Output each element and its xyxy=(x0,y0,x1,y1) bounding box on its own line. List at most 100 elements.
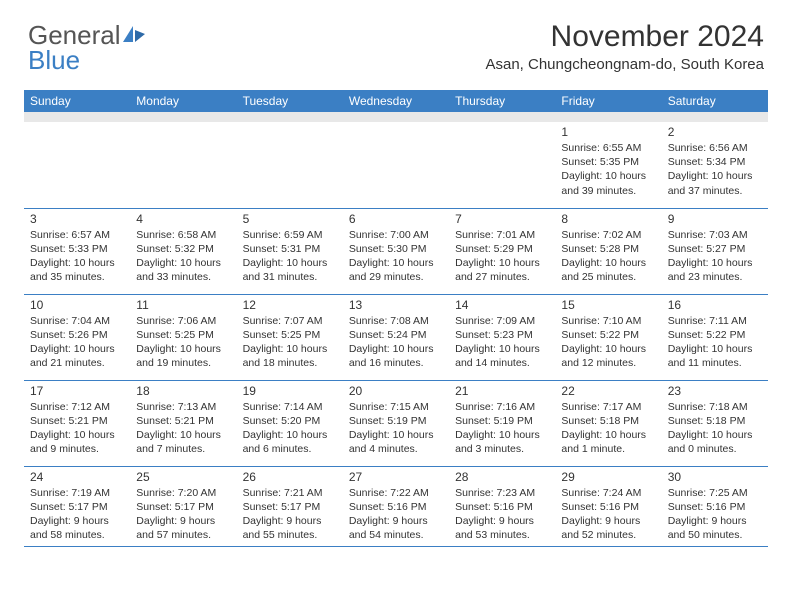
sunset-text: Sunset: 5:29 PM xyxy=(455,242,549,256)
empty-cell xyxy=(24,122,130,208)
sun-info: Sunrise: 7:02 AMSunset: 5:28 PMDaylight:… xyxy=(561,228,655,285)
daylight-text: Daylight: 10 hours and 35 minutes. xyxy=(30,256,124,284)
date-number: 19 xyxy=(243,384,337,398)
sunset-text: Sunset: 5:25 PM xyxy=(243,328,337,342)
sun-info: Sunrise: 7:07 AMSunset: 5:25 PMDaylight:… xyxy=(243,314,337,371)
date-number: 22 xyxy=(561,384,655,398)
calendar-week-row: 1Sunrise: 6:55 AMSunset: 5:35 PMDaylight… xyxy=(24,122,768,208)
sun-info: Sunrise: 7:12 AMSunset: 5:21 PMDaylight:… xyxy=(30,400,124,457)
daylight-text: Daylight: 10 hours and 6 minutes. xyxy=(243,428,337,456)
sun-info: Sunrise: 7:10 AMSunset: 5:22 PMDaylight:… xyxy=(561,314,655,371)
day-cell: 20Sunrise: 7:15 AMSunset: 5:19 PMDayligh… xyxy=(343,380,449,466)
sun-info: Sunrise: 7:13 AMSunset: 5:21 PMDaylight:… xyxy=(136,400,230,457)
sunset-text: Sunset: 5:19 PM xyxy=(455,414,549,428)
daylight-text: Daylight: 10 hours and 18 minutes. xyxy=(243,342,337,370)
sunrise-text: Sunrise: 7:06 AM xyxy=(136,314,230,328)
daylight-text: Daylight: 10 hours and 7 minutes. xyxy=(136,428,230,456)
date-number: 27 xyxy=(349,470,443,484)
sunrise-text: Sunrise: 7:07 AM xyxy=(243,314,337,328)
daylight-text: Daylight: 10 hours and 37 minutes. xyxy=(668,169,762,197)
sunrise-text: Sunrise: 7:14 AM xyxy=(243,400,337,414)
sun-info: Sunrise: 7:22 AMSunset: 5:16 PMDaylight:… xyxy=(349,486,443,543)
day-cell: 26Sunrise: 7:21 AMSunset: 5:17 PMDayligh… xyxy=(237,466,343,547)
day-cell: 8 Sunrise: 7:02 AMSunset: 5:28 PMDaylight… xyxy=(555,208,661,294)
sunset-text: Sunset: 5:32 PM xyxy=(136,242,230,256)
sunrise-text: Sunrise: 7:15 AM xyxy=(349,400,443,414)
daylight-text: Daylight: 9 hours and 57 minutes. xyxy=(136,514,230,542)
daylight-text: Daylight: 9 hours and 50 minutes. xyxy=(668,514,762,542)
sun-info: Sunrise: 7:18 AMSunset: 5:18 PMDaylight:… xyxy=(668,400,762,457)
day-header-row: Sunday Monday Tuesday Wednesday Thursday… xyxy=(24,90,768,112)
day-cell: 2 Sunrise: 6:56 AMSunset: 5:34 PMDaylight… xyxy=(662,122,768,208)
daylight-text: Daylight: 10 hours and 21 minutes. xyxy=(30,342,124,370)
sunrise-text: Sunrise: 7:16 AM xyxy=(455,400,549,414)
date-number: 17 xyxy=(30,384,124,398)
sunset-text: Sunset: 5:19 PM xyxy=(349,414,443,428)
day-cell: 16Sunrise: 7:11 AMSunset: 5:22 PMDayligh… xyxy=(662,294,768,380)
day-cell: 11Sunrise: 7:06 AMSunset: 5:25 PMDayligh… xyxy=(130,294,236,380)
sunset-text: Sunset: 5:35 PM xyxy=(561,155,655,169)
day-cell: 17 Sunrise: 7:12 AMSunset: 5:21 PMDayligh… xyxy=(24,380,130,466)
sunset-text: Sunset: 5:16 PM xyxy=(455,500,549,514)
sunrise-text: Sunrise: 7:10 AM xyxy=(561,314,655,328)
date-number: 10 xyxy=(30,298,124,312)
sunset-text: Sunset: 5:20 PM xyxy=(243,414,337,428)
date-number: 9 xyxy=(668,212,762,226)
sunrise-text: Sunrise: 7:00 AM xyxy=(349,228,443,242)
day-cell: 22Sunrise: 7:17 AMSunset: 5:18 PMDayligh… xyxy=(555,380,661,466)
day-header-tue: Tuesday xyxy=(237,90,343,112)
sunset-text: Sunset: 5:17 PM xyxy=(30,500,124,514)
daylight-text: Daylight: 9 hours and 53 minutes. xyxy=(455,514,549,542)
date-number: 13 xyxy=(349,298,443,312)
sunrise-text: Sunrise: 7:20 AM xyxy=(136,486,230,500)
sun-info: Sunrise: 7:23 AMSunset: 5:16 PMDaylight:… xyxy=(455,486,549,543)
date-number: 29 xyxy=(561,470,655,484)
day-header-fri: Friday xyxy=(555,90,661,112)
daylight-text: Daylight: 10 hours and 33 minutes. xyxy=(136,256,230,284)
date-number: 2 xyxy=(668,125,762,139)
daylight-text: Daylight: 10 hours and 31 minutes. xyxy=(243,256,337,284)
date-number: 4 xyxy=(136,212,230,226)
day-cell: 9 Sunrise: 7:03 AMSunset: 5:27 PMDaylight… xyxy=(662,208,768,294)
calendar-week-row: 10Sunrise: 7:04 AMSunset: 5:26 PMDayligh… xyxy=(24,294,768,380)
sun-info: Sunrise: 7:03 AMSunset: 5:27 PMDaylight:… xyxy=(668,228,762,285)
day-cell: 25Sunrise: 7:20 AMSunset: 5:17 PMDayligh… xyxy=(130,466,236,547)
spacer-row xyxy=(24,112,768,122)
day-cell: 28Sunrise: 7:23 AMSunset: 5:16 PMDayligh… xyxy=(449,466,555,547)
sun-info: Sunrise: 6:56 AMSunset: 5:34 PMDaylight:… xyxy=(668,141,762,198)
sunrise-text: Sunrise: 7:24 AM xyxy=(561,486,655,500)
sun-info: Sunrise: 7:19 AMSunset: 5:17 PMDaylight:… xyxy=(30,486,124,543)
sun-info: Sunrise: 6:57 AMSunset: 5:33 PMDaylight:… xyxy=(30,228,124,285)
page-header: General Blue November 2024 Asan, Chungch… xyxy=(0,0,792,84)
sun-info: Sunrise: 7:11 AMSunset: 5:22 PMDaylight:… xyxy=(668,314,762,371)
calendar-body: 1Sunrise: 6:55 AMSunset: 5:35 PMDaylight… xyxy=(24,122,768,547)
empty-cell xyxy=(130,122,236,208)
sunset-text: Sunset: 5:34 PM xyxy=(668,155,762,169)
sunrise-text: Sunrise: 7:23 AM xyxy=(455,486,549,500)
daylight-text: Daylight: 10 hours and 14 minutes. xyxy=(455,342,549,370)
day-cell: 19 Sunrise: 7:14 AMSunset: 5:20 PMDayligh… xyxy=(237,380,343,466)
empty-cell xyxy=(449,122,555,208)
sunrise-text: Sunrise: 7:08 AM xyxy=(349,314,443,328)
sunset-text: Sunset: 5:33 PM xyxy=(30,242,124,256)
daylight-text: Daylight: 10 hours and 12 minutes. xyxy=(561,342,655,370)
day-header-thu: Thursday xyxy=(449,90,555,112)
sunrise-text: Sunrise: 7:01 AM xyxy=(455,228,549,242)
sunset-text: Sunset: 5:18 PM xyxy=(561,414,655,428)
day-cell: 12Sunrise: 7:07 AMSunset: 5:25 PMDayligh… xyxy=(237,294,343,380)
daylight-text: Daylight: 10 hours and 19 minutes. xyxy=(136,342,230,370)
sunset-text: Sunset: 5:31 PM xyxy=(243,242,337,256)
sunset-text: Sunset: 5:27 PM xyxy=(668,242,762,256)
sunset-text: Sunset: 5:30 PM xyxy=(349,242,443,256)
sun-info: Sunrise: 7:24 AMSunset: 5:16 PMDaylight:… xyxy=(561,486,655,543)
date-number: 21 xyxy=(455,384,549,398)
date-number: 11 xyxy=(136,298,230,312)
day-cell: 6Sunrise: 7:00 AMSunset: 5:30 PMDaylight… xyxy=(343,208,449,294)
sunrise-text: Sunrise: 7:04 AM xyxy=(30,314,124,328)
sunset-text: Sunset: 5:16 PM xyxy=(668,500,762,514)
sunrise-text: Sunrise: 7:22 AM xyxy=(349,486,443,500)
date-number: 8 xyxy=(561,212,655,226)
daylight-text: Daylight: 10 hours and 1 minute. xyxy=(561,428,655,456)
daylight-text: Daylight: 10 hours and 4 minutes. xyxy=(349,428,443,456)
date-number: 30 xyxy=(668,470,762,484)
